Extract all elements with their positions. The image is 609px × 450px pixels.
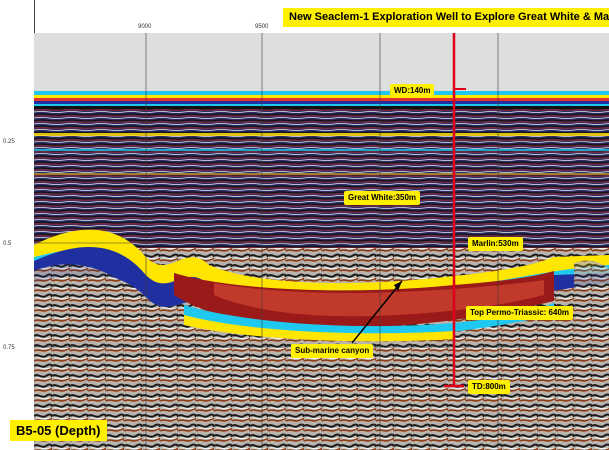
- marlin-label: Marlin:530m: [468, 237, 523, 251]
- td-label: TD:800m: [468, 380, 510, 394]
- y-tick-025: 0.25: [3, 139, 15, 145]
- top-permo-triassic-label: Top Permo-Triassic: 640m: [466, 306, 573, 320]
- sub-marine-canyon-label: Sub-marine canyon: [291, 344, 374, 358]
- canyon-arrow: [351, 280, 403, 344]
- section-label: B5-05 (Depth): [10, 420, 107, 441]
- x-tick-9500: 9500: [255, 24, 269, 30]
- y-tick-05: 0.5: [3, 241, 12, 247]
- seismic-section: [34, 33, 609, 450]
- seismic-image: [34, 33, 609, 450]
- wd-label: WD:140m: [390, 84, 435, 98]
- x-tick-9000: 9000: [138, 24, 152, 30]
- y-tick-075: 0.75: [3, 345, 15, 351]
- figure-title: New Seaclem-1 Exploration Well to Explor…: [283, 8, 609, 27]
- great-white-label: Great White:350m: [344, 191, 421, 205]
- left-axis: 0.25 0.5 0.75: [0, 0, 35, 450]
